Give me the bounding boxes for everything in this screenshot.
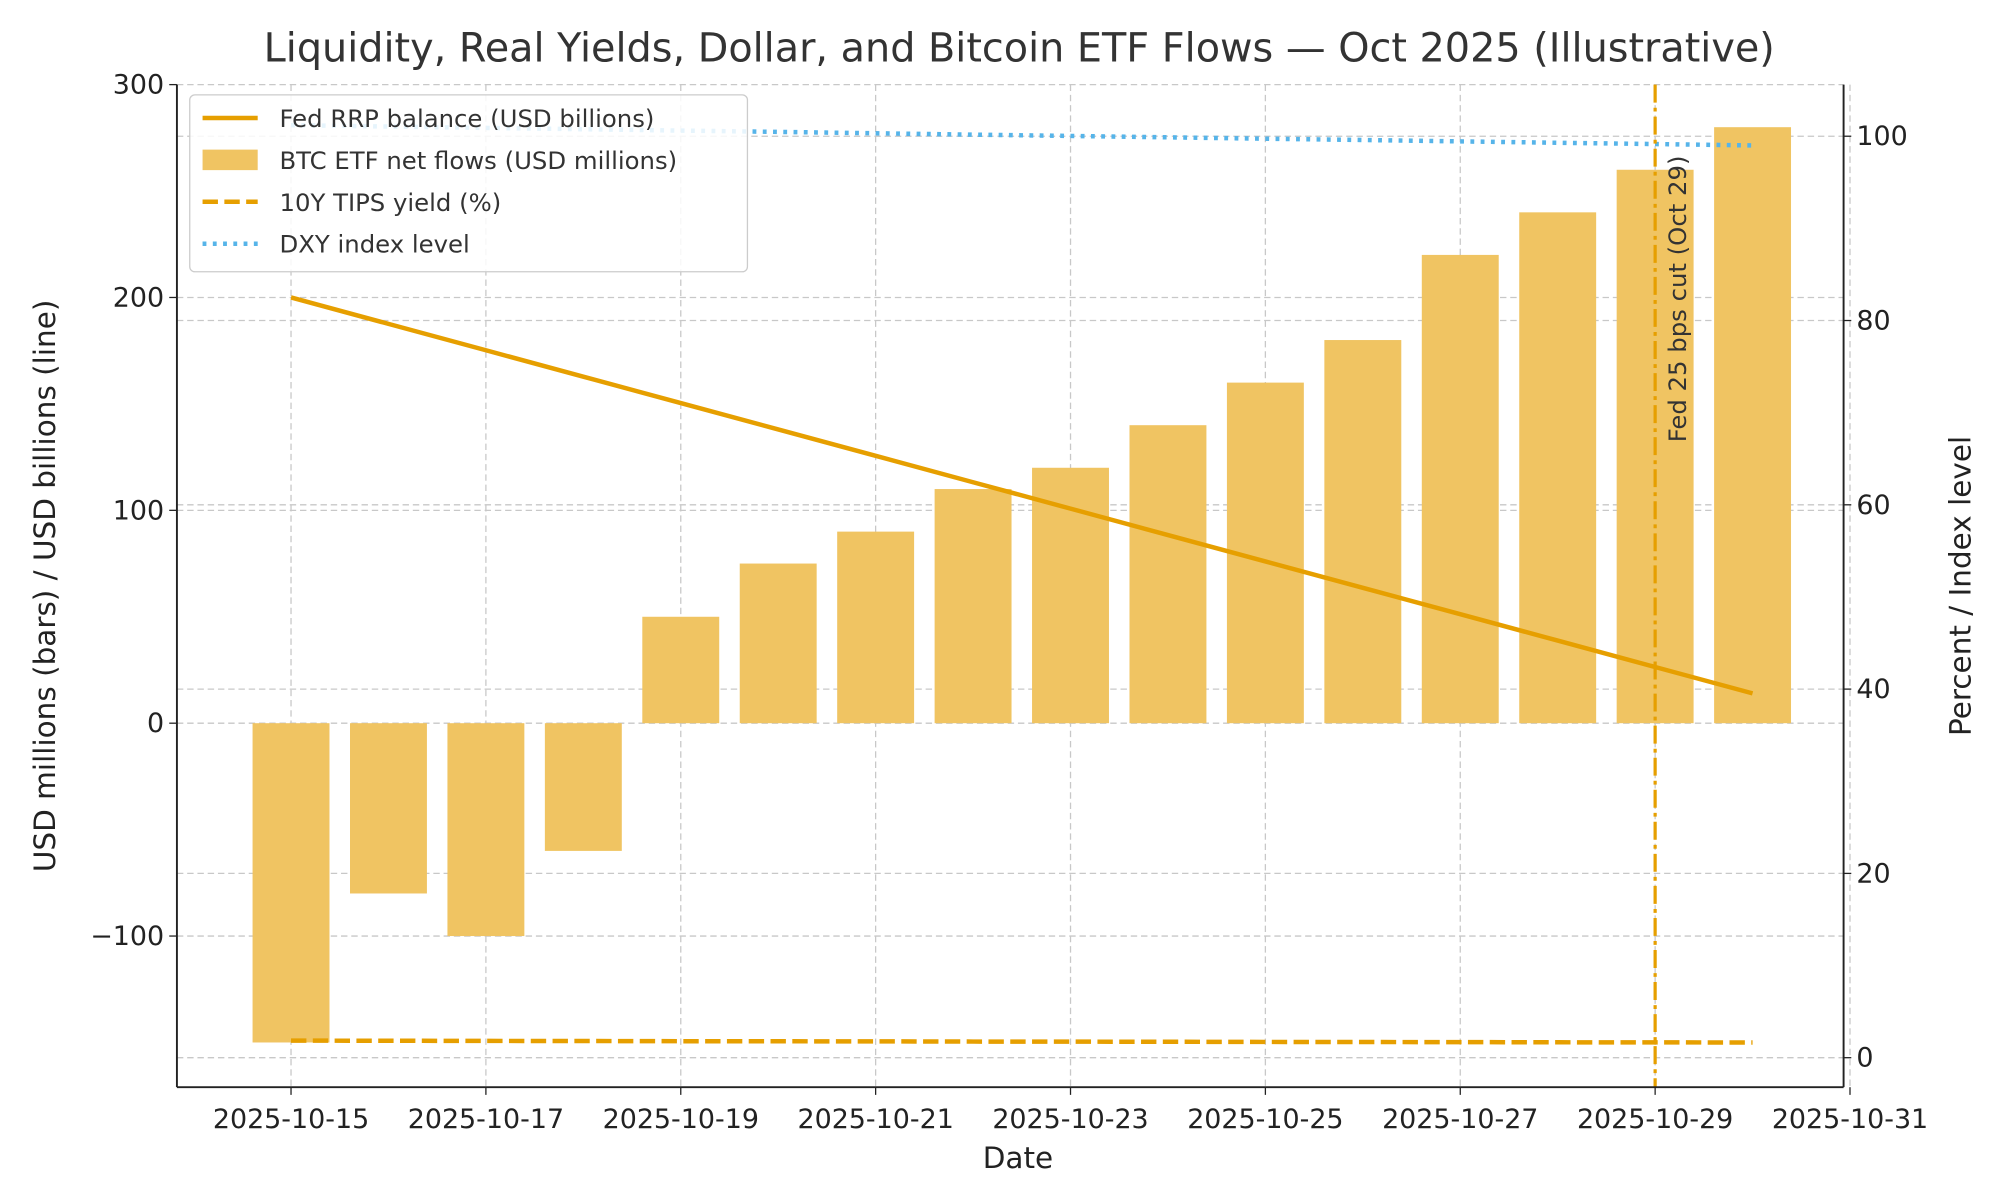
bar (739, 563, 817, 724)
bar (837, 531, 915, 724)
y-left-tick-label: 100 (113, 495, 164, 526)
bar (1421, 254, 1499, 724)
annotation-label: Fed 25 bps cut (Oct 29) (1663, 156, 1692, 443)
y-left-tick-label: 200 (113, 282, 164, 313)
bar (447, 723, 525, 937)
bar (350, 723, 427, 894)
x-tick-label: 2025-10-23 (992, 1104, 1148, 1135)
x-tick-label: 2025-10-21 (797, 1104, 953, 1135)
x-axis-label: Date (983, 1141, 1053, 1175)
lines: Fed 25 bps cut (Oct 29) (290, 84, 1754, 1088)
x-tick-label: 2025-10-29 (1577, 1104, 1733, 1135)
bar (1032, 467, 1109, 724)
x-tick-label: 2025-10-17 (408, 1104, 564, 1135)
bar (544, 723, 622, 851)
legend-label: BTC ETF net flows (USD millions) (279, 146, 677, 175)
bar (642, 616, 720, 724)
x-tick-label: 2025-10-15 (213, 1104, 369, 1135)
y-right-tick-label: 40 (1856, 674, 1890, 705)
x-tick-label: 2025-10-25 (1187, 1104, 1343, 1135)
y-right-tick-label: 60 (1856, 490, 1890, 521)
axes: 2025-10-15 2025-10-17 2025-10-19 2025-10-21… (90, 70, 1928, 1136)
chart-title: Liquidity, Real Yields, Dollar, and Bitc… (264, 26, 1775, 72)
legend-box (189, 94, 749, 273)
legend-label: DXY index level (279, 230, 469, 259)
y-right-tick-label: 80 (1856, 305, 1890, 336)
series-line (290, 295, 1754, 696)
legend-label: Fed RRP balance (USD billions) (279, 104, 654, 133)
y-left-tick-label: 300 (113, 70, 164, 101)
series-line (291, 1038, 1753, 1045)
bar (1129, 425, 1207, 724)
bar (934, 489, 1012, 724)
legend: Fed RRP balance (USD billions) BTC ETF ne… (189, 94, 749, 273)
y-right-tick-label: 100 (1856, 121, 1907, 152)
bar (252, 723, 330, 1043)
legend-label: 10Y TIPS yield (%) (279, 188, 501, 217)
y-axis-right-label: Percent / Index level (1944, 436, 1978, 736)
x-tick-label: 2025-10-31 (1772, 1104, 1928, 1135)
series-line (290, 122, 1753, 148)
y-right-tick-label: 0 (1856, 1043, 1873, 1074)
y-right-tick-label: 20 (1856, 858, 1890, 889)
legend-swatch (202, 149, 258, 171)
y-axis-left-label: USD millions (bars) / USD billions (line… (28, 300, 62, 873)
x-tick-label: 2025-10-27 (1382, 1104, 1538, 1135)
y-left-tick-label: −100 (90, 921, 164, 952)
x-tick-label: 2025-10-19 (603, 1104, 759, 1135)
y-left-tick-label: 0 (147, 708, 164, 739)
bar (1324, 340, 1402, 724)
bar (1519, 212, 1597, 724)
bar (1714, 127, 1792, 724)
